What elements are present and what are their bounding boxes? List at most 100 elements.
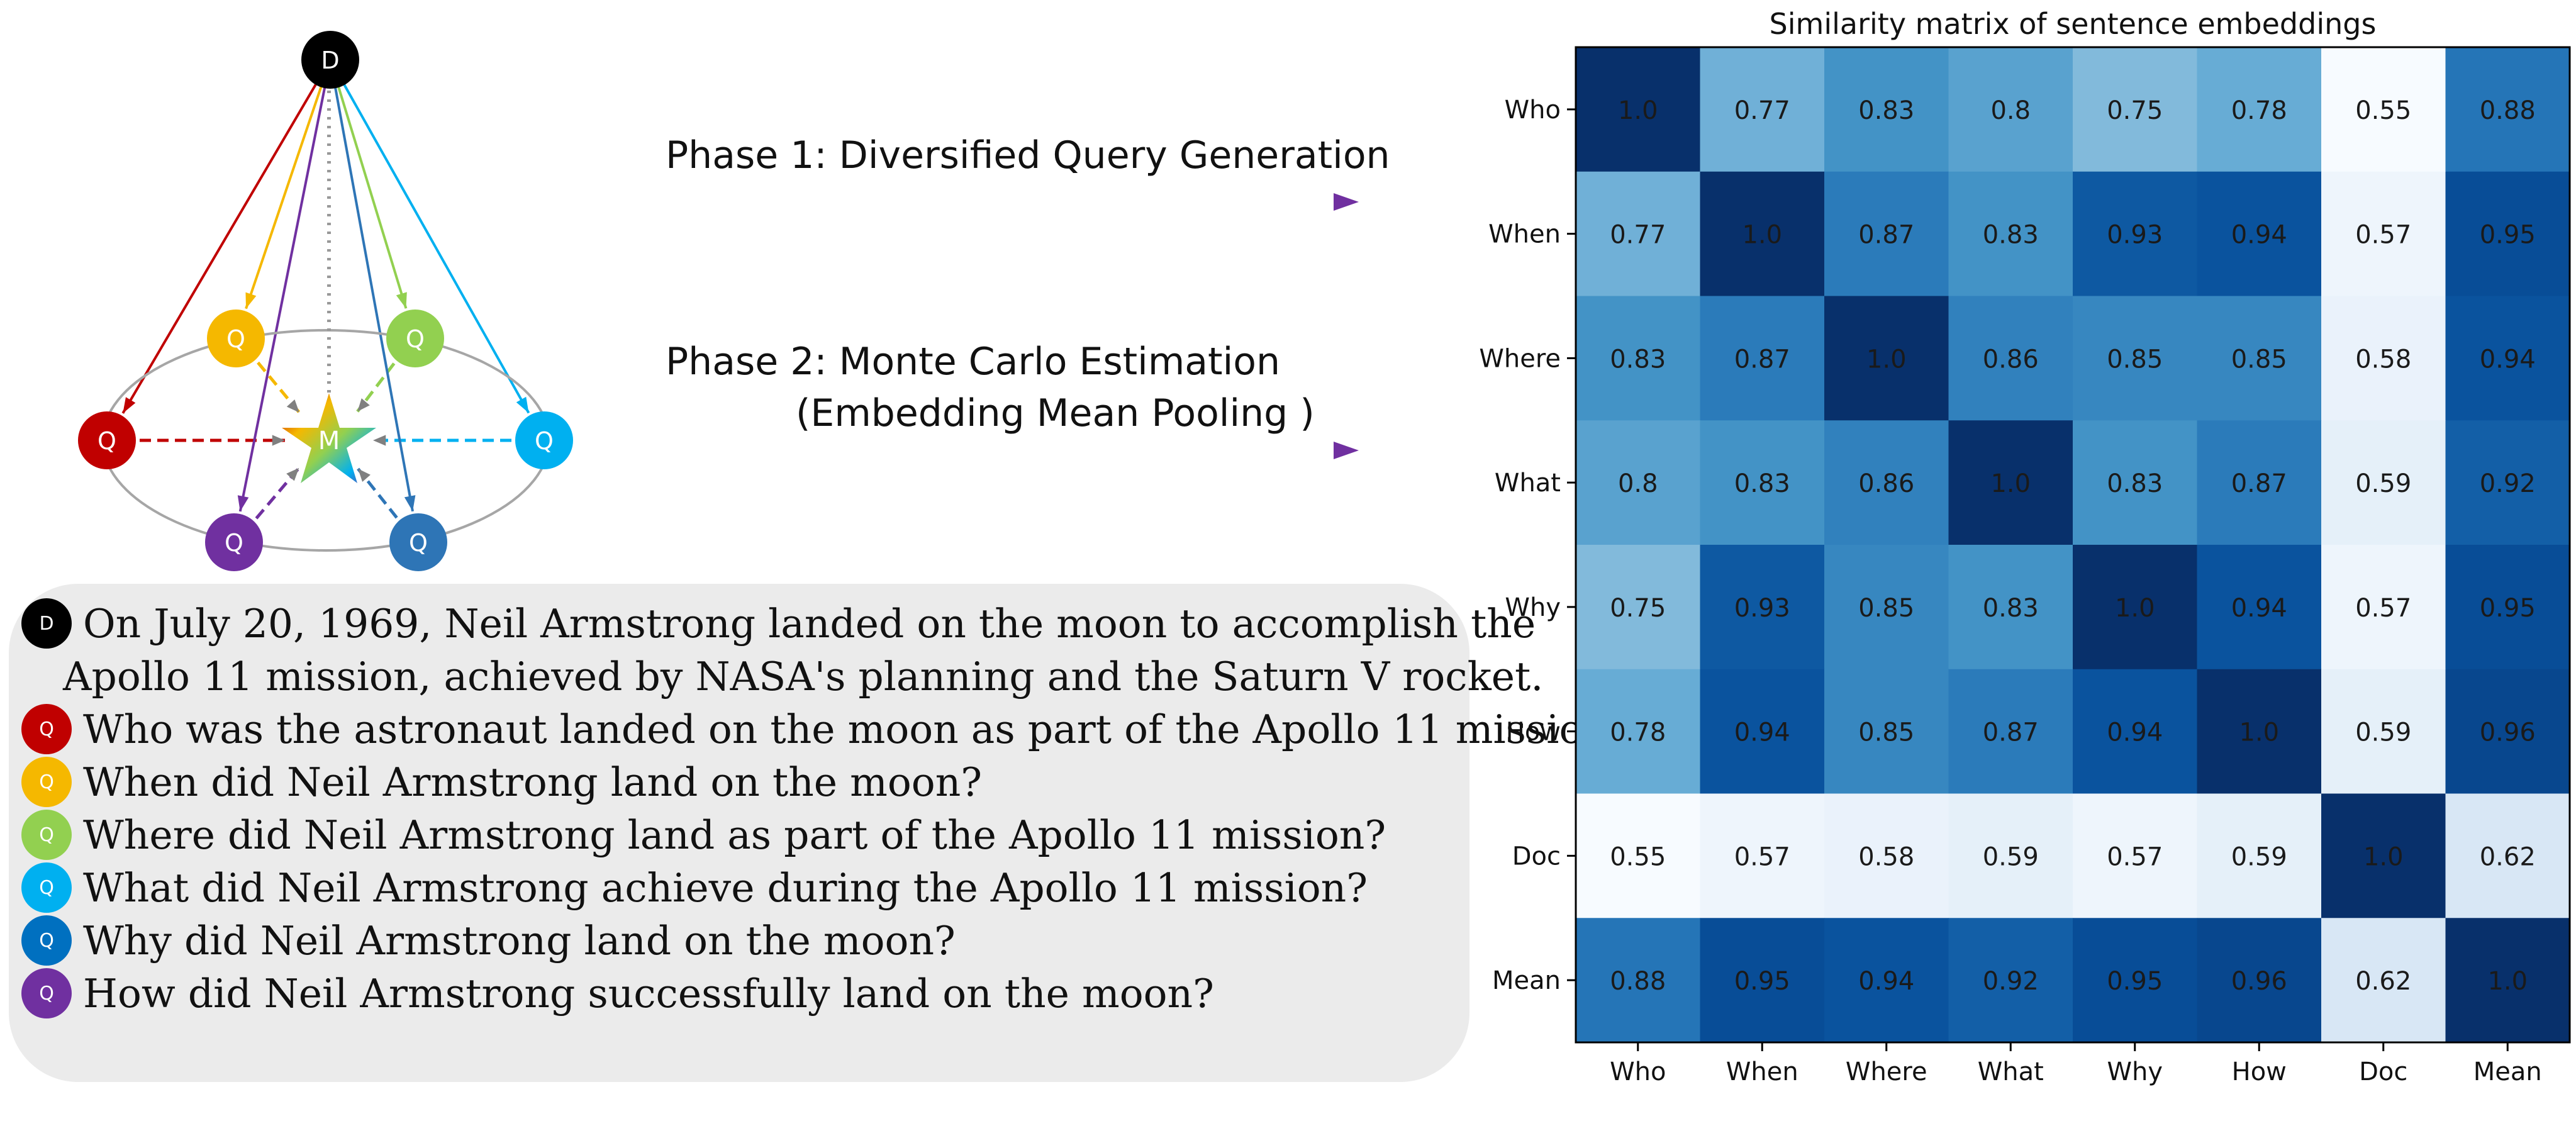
heatmap-cell [1948, 918, 2073, 1043]
heatmap-cell-value: 0.93 [2107, 221, 2163, 250]
query-badge-icon: Q [21, 757, 72, 807]
heatmap-cell-value: 0.95 [2107, 967, 2163, 996]
doc-line-1: D On July 20, 1969, Neil Armstrong lande… [21, 598, 1536, 649]
phase1-arrowhead [1334, 193, 1359, 211]
heatmap-cell-value: 0.58 [1858, 842, 1914, 871]
mean-star-icon [282, 393, 376, 483]
heatmap-cell [1948, 545, 2073, 670]
heatmap-cell-value: 1.0 [1742, 221, 1782, 250]
heatmap-cell [1700, 918, 1825, 1043]
heatmap-cell [1700, 420, 1825, 545]
doc-to-when-arrow [245, 83, 324, 310]
doc-to-when-arrowhead [245, 292, 257, 309]
heatmap-cell [2445, 669, 2570, 795]
heatmap-cell-value: 0.57 [2355, 594, 2411, 623]
heatmap-cell [1948, 669, 2073, 795]
heatmap-cell-value: 0.86 [1858, 469, 1914, 498]
heatmap-cell [1824, 918, 1949, 1043]
who-to-mean-arrowhead [272, 435, 285, 446]
heatmap-cell [2197, 793, 2322, 918]
heatmap-cell [1948, 171, 2073, 297]
heatmap-cell [2073, 47, 2198, 172]
heatmap-cell-value: 0.95 [2480, 594, 2536, 623]
heatmap-cell [2197, 296, 2322, 421]
heatmap-ticks: Who Who When When Where Where What What Why Why Ho… [1479, 96, 2541, 1086]
heatmap-cell [1576, 47, 1701, 172]
heatmap-frame [1575, 46, 2571, 1044]
heatmap-cell [2445, 420, 2570, 545]
heatmap-cell-value: 0.88 [2480, 96, 2536, 125]
heatmap-cell [1576, 420, 1701, 545]
y-tick-label: What [1495, 469, 1561, 498]
query-text: Where did Neil Armstrong land as part of… [83, 812, 1386, 858]
query-text: Who was the astronaut landed on the moon… [83, 706, 1630, 752]
heatmap-cell [2445, 47, 2570, 172]
heatmap-cell-value: 0.78 [2231, 96, 2287, 125]
where-to-mean-arrowhead [357, 398, 370, 412]
query-node-how-label: Q [225, 529, 243, 557]
doc-to-who-arrowhead [123, 397, 136, 413]
heatmap-cell [2321, 296, 2446, 421]
heatmap-cell-value: 0.83 [1610, 345, 1666, 374]
heatmap-cell [1700, 171, 1825, 297]
query-badge-icon: Q [21, 862, 72, 913]
heatmap-cell-value: 0.55 [1610, 842, 1666, 871]
heatmap-cell [1576, 793, 1701, 918]
query-line: Q How did Neil Armstrong successfully lan… [21, 968, 1214, 1019]
heatmap-cell-value: 0.92 [2480, 469, 2536, 498]
heatmap-cell [1948, 420, 2073, 545]
heatmap-cell-value: 0.95 [1734, 967, 1790, 996]
heatmap-cell-value: 0.94 [2480, 345, 2536, 374]
heatmap-cell-value: 0.57 [1734, 842, 1790, 871]
heatmap-cell-value: 0.55 [2355, 96, 2411, 125]
heatmap-cell [2073, 918, 2198, 1043]
heatmap-cell [1824, 669, 1949, 795]
heatmap-cell-value: 0.8 [1990, 96, 2031, 125]
heatmap-cell-value: 0.62 [2480, 842, 2536, 871]
query-text: What did Neil Armstrong achieve during t… [83, 864, 1368, 911]
heatmap-cell-value: 0.96 [2231, 967, 2287, 996]
mean-node-label: M [318, 427, 340, 455]
query-node-where [386, 310, 444, 367]
heatmap-cell [1824, 296, 1949, 421]
x-tick-label: When [1726, 1057, 1798, 1086]
heatmap-cell [2197, 545, 2322, 670]
doc-to-why-arrowhead [404, 495, 416, 511]
heatmap-cell-value: 0.78 [1610, 718, 1666, 747]
doc-to-who-arrow [121, 81, 319, 414]
when-to-mean-arrowhead [286, 399, 299, 413]
heatmap-cell [2197, 669, 2322, 795]
document-box: D On July 20, 1969, Neil Armstrong lande… [9, 584, 1630, 1082]
heatmap-cell [1948, 47, 2073, 172]
heatmap-cell-value: 0.59 [1983, 842, 2039, 871]
heatmap-cell-value: 0.75 [2107, 96, 2163, 125]
heatmap-cell-value: 0.85 [1858, 594, 1914, 623]
doc-text-line2: Apollo 11 mission, achieved by NASA's pl… [63, 653, 1544, 700]
doc-to-how-arrow [238, 84, 327, 512]
heatmap-cell-value: 0.83 [1983, 594, 2039, 623]
heatmap-cell [2321, 420, 2446, 545]
query-node-who-label: Q [98, 427, 116, 455]
phase2-label-line2: (Embedding Mean Pooling ) [796, 391, 1315, 435]
heatmap-cell [1948, 296, 2073, 421]
heatmap-cell [2321, 47, 2446, 172]
heatmap-cell-value: 1.0 [1618, 96, 1658, 125]
query-text: Why did Neil Armstrong land on the moon? [83, 917, 956, 964]
heatmap-cell [1576, 545, 1701, 670]
heatmap-cell-value: 0.85 [1858, 718, 1914, 747]
heatmap-cell [2445, 918, 2570, 1043]
heatmap-cell-value: 0.85 [2231, 345, 2287, 374]
heatmap-cell [1824, 545, 1949, 670]
heatmap-cell-value: 0.86 [1983, 345, 2039, 374]
query-badge-icon: Q [21, 810, 72, 860]
heatmap-cell-value: 1.0 [1990, 469, 2031, 498]
cone-nodes: Q Q Q Q Q Q D [78, 31, 573, 571]
why-to-mean-arrow [357, 467, 398, 519]
heatmap-cell [1700, 296, 1825, 421]
x-tick-label: Who [1610, 1057, 1666, 1086]
x-tick-label: Why [2107, 1057, 2163, 1086]
heatmap-cell [2073, 793, 2198, 918]
heatmap-cell-value: 1.0 [1866, 345, 1907, 374]
heatmap-cell [2073, 669, 2198, 795]
x-tick-label: How [2232, 1057, 2287, 1086]
